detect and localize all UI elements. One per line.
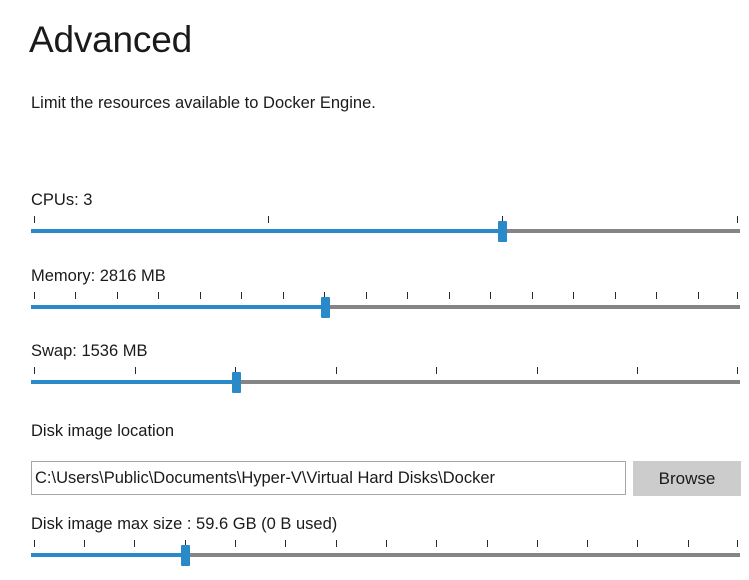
disk-size-slider[interactable] [31,540,740,570]
browse-button[interactable]: Browse [633,461,741,496]
cpus-slider-thumb[interactable] [498,221,507,242]
disk-size-label: Disk image max size : 59.6 GB (0 B used) [31,515,338,533]
tick-mark [688,540,689,547]
tick-mark [615,292,616,299]
tick-mark [487,540,488,547]
tick-mark [34,292,35,299]
swap-tick-row [31,367,740,375]
swap-slider[interactable] [31,367,740,397]
tick-mark [737,540,738,547]
tick-mark [185,540,186,547]
tick-mark [84,540,85,547]
tick-mark [502,216,503,223]
tick-mark [637,540,638,547]
tick-mark [34,367,35,374]
tick-mark [407,292,408,299]
tick-mark [235,367,236,374]
cpus-tick-row [31,216,740,224]
page-title: Advanced [29,19,192,60]
tick-mark [285,540,286,547]
swap-label: Swap: 1536 MB [31,342,148,360]
swap-slider-thumb[interactable] [232,372,241,393]
tick-mark [366,292,367,299]
tick-mark [34,540,35,547]
tick-mark [283,292,284,299]
tick-mark [573,292,574,299]
tick-mark [117,292,118,299]
tick-mark [737,367,738,374]
tick-mark [436,540,437,547]
tick-mark [537,540,538,547]
cpus-slider[interactable] [31,216,740,246]
tick-mark [449,292,450,299]
tick-mark [587,540,588,547]
tick-mark [324,292,325,299]
disk-size-slider-thumb[interactable] [181,545,190,566]
disk-size-slider-fill [31,553,185,557]
tick-mark [34,216,35,223]
disk-image-location-input[interactable] [31,461,626,495]
tick-mark [436,367,437,374]
disk-size-tick-row [31,540,740,548]
tick-mark [737,292,738,299]
tick-mark [75,292,76,299]
tick-mark [135,367,136,374]
swap-slider-track[interactable] [31,380,740,384]
memory-slider-fill [31,305,325,309]
tick-mark [490,292,491,299]
tick-mark [386,540,387,547]
memory-label: Memory: 2816 MB [31,267,166,285]
swap-slider-fill [31,380,236,384]
tick-mark [537,367,538,374]
tick-mark [532,292,533,299]
memory-slider-thumb[interactable] [321,297,330,318]
tick-mark [158,292,159,299]
tick-mark [241,292,242,299]
tick-mark [134,540,135,547]
disk-image-location-label: Disk image location [31,422,175,440]
cpus-label: CPUs: 3 [31,191,93,209]
page-description: Limit the resources available to Docker … [31,94,376,112]
tick-mark [698,292,699,299]
memory-slider[interactable] [31,292,740,322]
memory-tick-row [31,292,740,300]
tick-mark [235,540,236,547]
tick-mark [656,292,657,299]
tick-mark [336,367,337,374]
tick-mark [637,367,638,374]
memory-slider-track[interactable] [31,305,740,309]
tick-mark [200,292,201,299]
tick-mark [268,216,269,223]
cpus-slider-fill [31,229,502,233]
tick-mark [336,540,337,547]
tick-mark [737,216,738,223]
disk-size-slider-track[interactable] [31,553,740,557]
